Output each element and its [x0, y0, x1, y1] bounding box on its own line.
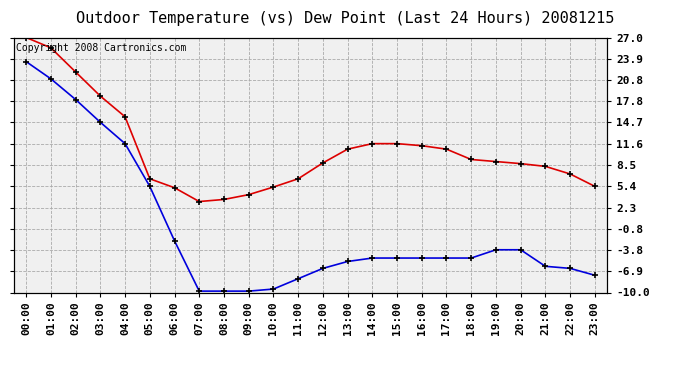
- Text: Outdoor Temperature (vs) Dew Point (Last 24 Hours) 20081215: Outdoor Temperature (vs) Dew Point (Last…: [76, 11, 614, 26]
- Text: Copyright 2008 Cartronics.com: Copyright 2008 Cartronics.com: [16, 43, 186, 52]
